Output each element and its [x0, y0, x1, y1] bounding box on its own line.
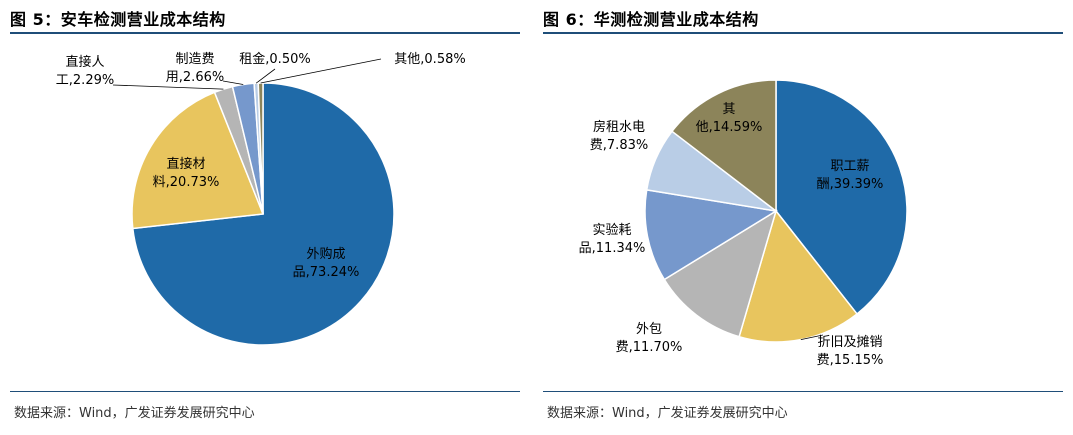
slice-label-3: 外包费,11.70%: [616, 322, 683, 355]
pie-slice-6: [257, 82, 264, 215]
source-divider: [10, 391, 520, 392]
slice-label-6: 其他,0.58%: [394, 52, 465, 67]
slice-label-1: 外购成品,73.24%: [293, 246, 360, 280]
chart-panel-1: 图 5：安车检测营业成本结构 外购成品,73.24% 直接材料,20.73% 直接人…: [0, 0, 520, 435]
source-divider: [543, 391, 1063, 392]
source-note: 数据来源：Wind，广发证券发展研究中心: [547, 406, 788, 421]
leader-line-6: [260, 58, 382, 84]
slice-label-1: 职工薪酬,39.39%: [817, 159, 884, 192]
leader-line-4: [222, 80, 244, 85]
title-divider: [10, 32, 520, 34]
slice-label-5: 房租水电费,7.83%: [590, 119, 648, 153]
pie-chart-2: 职工薪酬,39.39% 折旧及摊销费,15.15% 外包费,11.70% 实验耗品,1…: [579, 79, 908, 368]
leader-line-5: [255, 68, 276, 84]
chart-panel-2: 图 6：华测检测营业成本结构 职工薪酬,39.39% 折旧及摊销费,15.15% 外…: [533, 0, 1073, 435]
slice-label-3: 直接人工,2.29%: [56, 54, 114, 88]
pie-slice-4: [644, 188, 779, 281]
pie-slice-1: [775, 79, 908, 316]
slice-label-4: 制造费用,2.66%: [166, 52, 224, 85]
title-divider: [543, 32, 1063, 34]
pie-slice-6: [670, 79, 777, 213]
leader-line-2: [800, 334, 824, 341]
slice-label-2: 折旧及摊销费,15.15%: [817, 335, 884, 368]
source-note: 数据来源：Wind，广发证券发展研究中心: [14, 406, 255, 421]
chart-title: 图 6：华测检测营业成本结构: [543, 10, 759, 29]
pie-slice-2: [131, 91, 265, 230]
slice-label-5: 租金,0.50%: [239, 51, 310, 67]
slice-label-4: 实验耗品,11.34%: [579, 222, 646, 256]
slice-label-6: 其他,14.59%: [696, 102, 763, 135]
leader-line-3: [112, 84, 224, 90]
pie-chart-1: 外购成品,73.24% 直接材料,20.73% 直接人工,2.29% 制造费用,2.6…: [56, 51, 466, 346]
chart-title: 图 5：安车检测营业成本结构: [10, 10, 226, 29]
slice-label-2: 直接材料,20.73%: [153, 156, 220, 190]
pie-slice-2: [738, 209, 859, 343]
pie-slice-3: [663, 209, 778, 338]
